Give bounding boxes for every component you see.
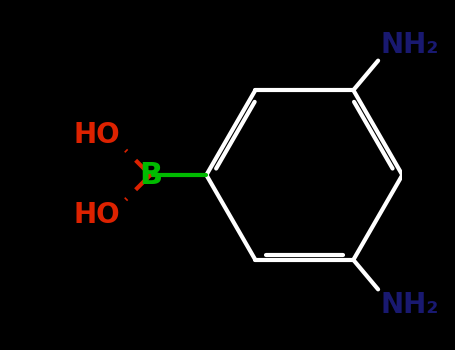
Text: NH₂: NH₂ bbox=[381, 31, 439, 59]
Text: B: B bbox=[139, 161, 162, 189]
Text: HO: HO bbox=[74, 202, 121, 230]
Text: NH₂: NH₂ bbox=[381, 291, 439, 319]
Text: HO: HO bbox=[74, 120, 121, 148]
